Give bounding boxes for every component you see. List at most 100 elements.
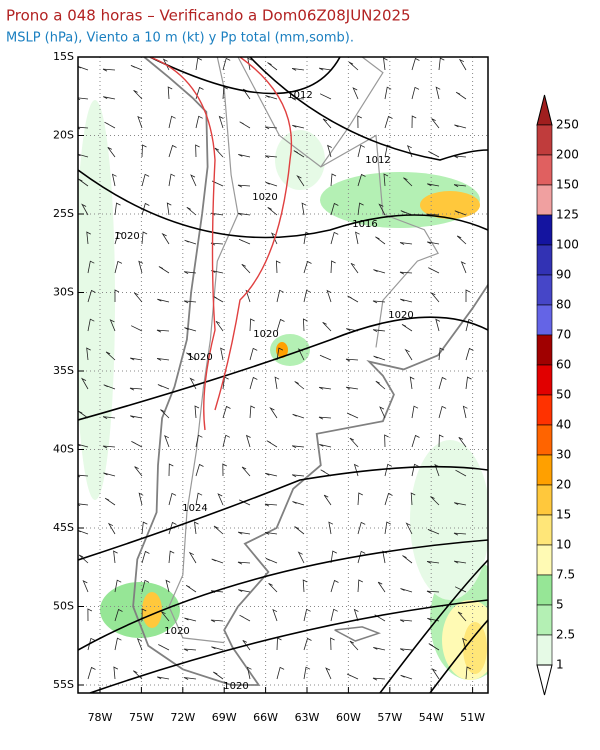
wind-barb [346,328,359,332]
wind-barb [345,386,359,390]
wind-barb [156,358,170,361]
wind-barb [326,289,332,303]
wind-barb [214,147,224,158]
wind-barb [404,348,413,361]
wind-barb [104,497,116,506]
wind-barb [167,86,173,100]
wind-barb [220,347,225,361]
wind-barb [267,207,278,216]
wind-barb [267,62,278,71]
wind-barb [322,118,332,129]
colorbar-box [536,274,553,306]
wind-barb [400,210,413,216]
wind-barb [211,270,224,274]
wind-barb [184,327,197,332]
wind-barb [161,232,170,245]
wind-barb [347,295,359,303]
wind-barb [291,97,305,101]
wind-barb [384,521,391,535]
wind-barb [105,351,116,361]
wind-barb [195,492,203,506]
wind-barb [458,58,467,71]
wind-barb [211,646,224,651]
wind-barb [210,619,224,623]
wind-barb [353,463,359,477]
wind-barb [195,434,203,448]
wind-barb [276,637,282,651]
wind-barb [222,86,228,100]
colorbar-box [536,514,553,546]
lat-label: 15S [53,50,74,63]
colorbar-label: 15 [556,508,571,522]
isobar [249,57,488,161]
colorbar-box [536,604,553,636]
wind-barb [453,532,467,536]
wind-barb [435,86,441,100]
wind-barb [438,376,447,390]
wind-barb [384,434,389,448]
wind-barb [213,525,224,535]
lat-label: 55S [53,678,74,691]
wind-barb [301,202,307,216]
wind-barb [104,121,116,129]
wind-barb [184,239,197,245]
wind-barb [438,434,444,448]
wind-barb [399,648,413,652]
wind-barb [237,184,251,188]
wind-barb [431,667,440,680]
wind-barb [292,501,305,506]
wind-barb [455,469,467,477]
colorbar-label: 5 [556,598,564,612]
isobar [78,316,488,421]
wind-barb [194,405,200,419]
colorbar-box [536,394,553,426]
colorbar-label: 1 [556,658,564,672]
wind-barb [114,231,123,245]
wind-barb [357,550,366,564]
wind-barb [264,155,278,159]
wind-barb [430,496,440,506]
wind-barb [460,261,467,274]
wind-barb [375,380,386,390]
isobar-label: 1020 [252,192,277,203]
wind-barb [357,579,363,593]
wind-barb [211,558,224,564]
wind-barb [372,300,386,304]
wind-barb [325,667,332,680]
border [168,57,239,644]
isobar [78,169,488,239]
wind-barb [87,289,96,303]
wind-barb [241,263,251,274]
lon-label: 72W [170,711,195,724]
wind-barb [195,57,202,71]
wind-barb [292,124,305,129]
wind-barb [330,579,339,593]
colorbar-label: 90 [556,268,571,282]
colorbar-box [536,334,553,366]
lon-label: 51W [460,711,485,724]
wind-barb [131,325,143,332]
wind-barb [276,289,284,303]
colorbar-box [536,634,553,666]
wind-barb [133,90,143,100]
wind-barb [411,405,419,419]
wind-barb [373,355,386,361]
wind-barb [319,67,332,71]
wind-barb [426,590,440,594]
wind-barb [183,648,197,652]
wind-barb [141,144,147,158]
isobar [89,599,488,693]
wind-barb [411,57,420,71]
wind-barb [183,677,197,680]
wind-barb [453,184,467,187]
wind-barb [239,499,251,506]
wind-barb [430,292,440,303]
wind-barb [86,347,91,361]
wind-barb [454,502,467,506]
colorbar-box [536,424,553,456]
colorbar-label: 7.5 [556,568,575,582]
wind-barb [102,68,116,72]
wind-barb [222,57,231,71]
wind-barb [183,271,197,275]
wind-barb [249,318,255,332]
